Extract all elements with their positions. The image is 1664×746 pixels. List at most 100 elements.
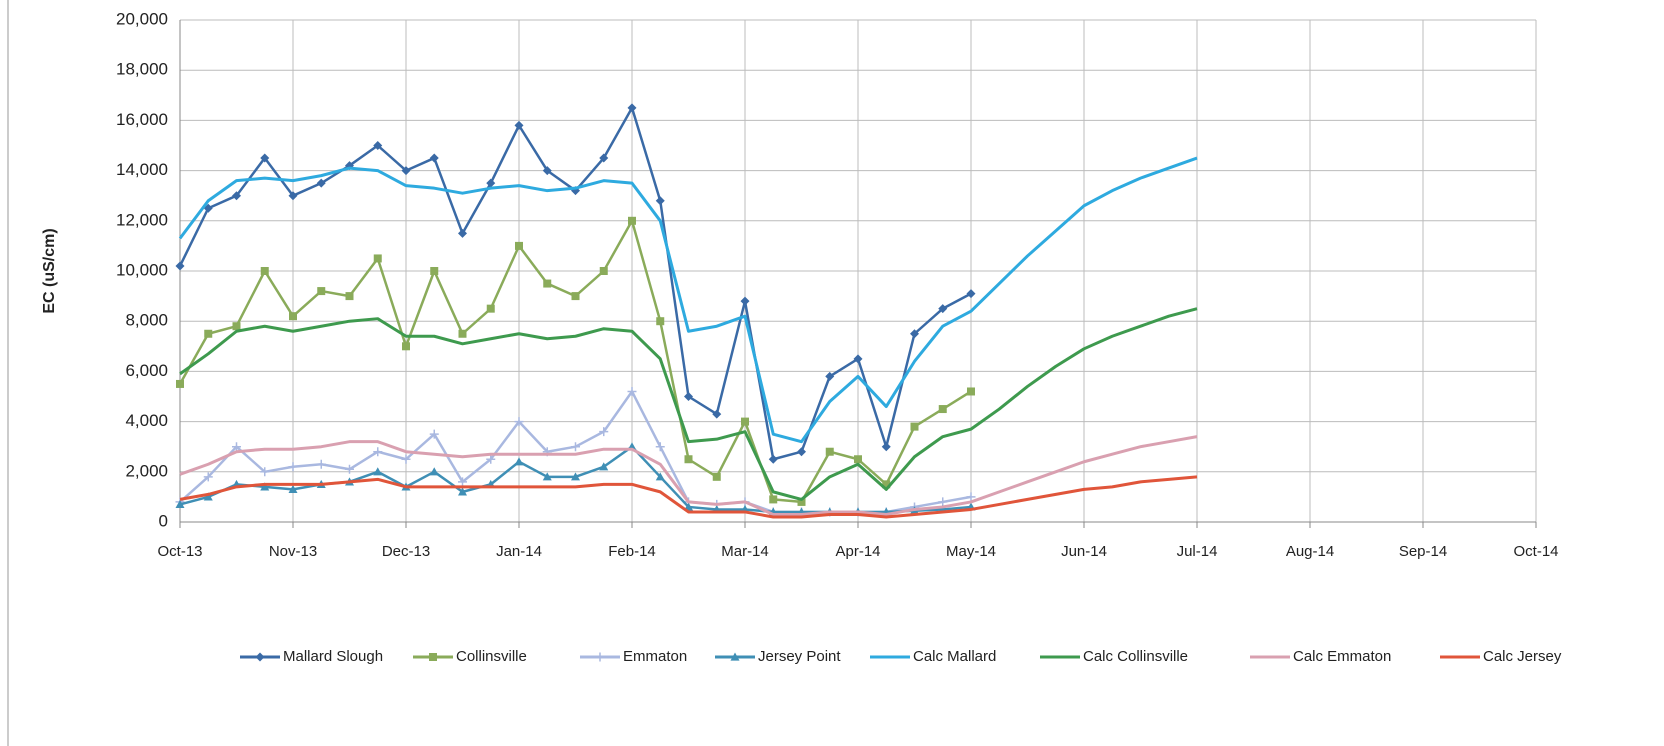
legend-label: Emmaton — [623, 648, 687, 665]
data-point — [628, 216, 636, 225]
x-tick-label: Oct-14 — [1513, 543, 1558, 560]
data-point — [401, 454, 411, 464]
x-tick-label: Dec-13 — [382, 543, 430, 560]
data-point — [486, 454, 496, 464]
data-point — [967, 387, 975, 396]
legend-item: Mallard Slough — [240, 648, 383, 665]
data-point — [684, 502, 693, 511]
legend-label: Mallard Slough — [283, 648, 383, 665]
data-point — [288, 191, 298, 201]
data-point — [938, 497, 948, 507]
data-point — [797, 447, 806, 457]
data-point — [571, 472, 580, 481]
data-point — [260, 467, 270, 477]
data-point — [571, 292, 580, 301]
legend-marker — [595, 652, 605, 662]
data-point — [740, 296, 750, 306]
data-point — [373, 467, 383, 476]
data-point — [542, 166, 552, 176]
data-point — [656, 317, 665, 326]
data-point — [599, 267, 608, 275]
data-point — [515, 241, 523, 250]
data-point — [938, 405, 947, 414]
series-line — [179, 390, 972, 514]
legend-label: Calc Mallard — [913, 648, 996, 665]
data-point — [373, 447, 383, 457]
data-point — [203, 492, 213, 501]
y-tick-label: 8,000 — [125, 311, 168, 330]
data-point — [938, 304, 948, 314]
data-point — [316, 459, 326, 469]
data-point — [881, 442, 891, 452]
y-tick-label: 0 — [159, 511, 168, 530]
data-point — [684, 455, 693, 464]
data-point — [966, 492, 976, 502]
data-point — [345, 292, 354, 301]
series-line — [178, 156, 1198, 444]
legend-item: Emmaton — [580, 648, 687, 665]
data-point — [627, 386, 637, 396]
data-point — [599, 153, 609, 163]
data-point — [288, 484, 298, 493]
data-point — [373, 141, 383, 150]
data-point — [627, 103, 637, 113]
data-point — [316, 178, 326, 188]
data-point — [768, 454, 778, 464]
y-tick-label: 20,000 — [116, 9, 168, 28]
legend-label: Collinsville — [456, 648, 527, 665]
x-tick-label: Nov-13 — [269, 543, 317, 560]
data-point — [684, 392, 693, 401]
data-point — [486, 304, 495, 313]
data-point — [203, 472, 213, 482]
data-point — [854, 455, 862, 464]
data-point — [458, 487, 467, 496]
x-tick-label: May-14 — [946, 543, 996, 560]
data-point — [514, 120, 524, 130]
data-point — [655, 442, 665, 452]
legend-item: Collinsville — [413, 648, 527, 665]
y-tick-label: 10,000 — [116, 260, 168, 279]
x-tick-label: Aug-14 — [1286, 543, 1334, 560]
data-point — [260, 153, 270, 163]
data-point — [345, 464, 354, 474]
data-point — [514, 417, 524, 427]
data-point — [741, 417, 749, 426]
data-point — [401, 166, 411, 176]
data-point — [825, 371, 835, 381]
data-point — [232, 191, 241, 201]
data-point — [402, 342, 410, 351]
y-tick-label: 18,000 — [116, 60, 168, 79]
legend-item: Calc Collinsville — [1040, 648, 1188, 665]
x-tick-label: Sep-14 — [1399, 543, 1447, 560]
legend-item: Jersey Point — [715, 648, 841, 665]
y-tick-label: 6,000 — [125, 361, 168, 380]
data-point — [260, 482, 270, 491]
series-line — [179, 475, 1198, 519]
data-point — [910, 329, 919, 339]
legend-item: Calc Emmaton — [1250, 648, 1391, 665]
legend-label: Jersey Point — [758, 648, 841, 665]
data-point — [204, 329, 213, 338]
legend-label: Calc Emmaton — [1293, 648, 1391, 665]
y-tick-label: 2,000 — [125, 461, 168, 480]
y-tick-label: 16,000 — [116, 110, 168, 129]
data-point — [288, 462, 298, 472]
data-point — [853, 354, 863, 364]
data-point — [289, 312, 297, 321]
x-tick-label: Jul-14 — [1177, 543, 1218, 560]
x-tick-label: Feb-14 — [608, 543, 656, 560]
x-tick-label: Jun-14 — [1061, 543, 1107, 560]
data-point — [430, 267, 439, 275]
data-point — [429, 467, 439, 476]
data-point — [966, 289, 976, 299]
data-point — [458, 477, 467, 487]
series-line — [179, 435, 1198, 516]
y-tick-label: 4,000 — [125, 411, 168, 430]
series-line — [178, 106, 972, 461]
data-point — [373, 254, 382, 263]
x-tick-label: Oct-13 — [157, 543, 202, 560]
legend-label: Calc Collinsville — [1083, 648, 1188, 665]
data-point — [458, 329, 467, 338]
legend-item: Calc Mallard — [870, 648, 996, 665]
legend-item: Calc Jersey — [1440, 648, 1562, 665]
